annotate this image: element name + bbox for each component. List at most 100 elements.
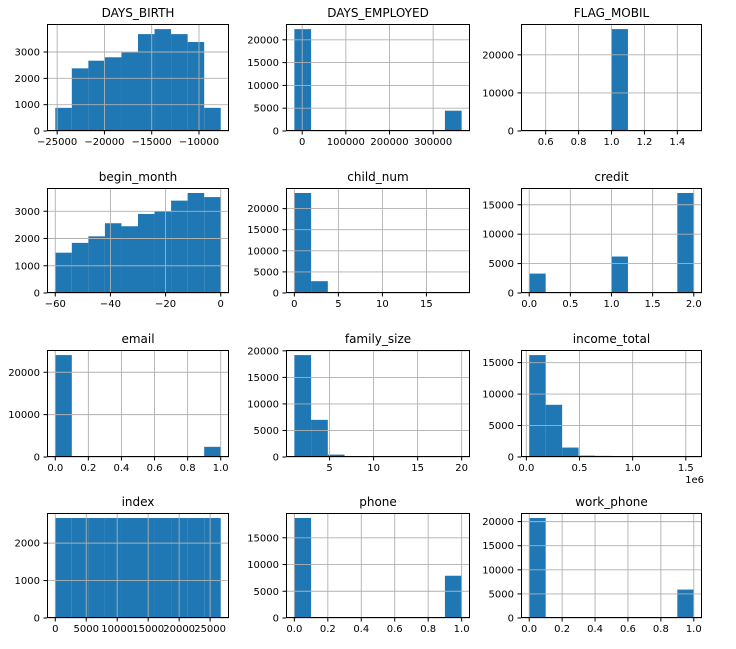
axes-frame [521,188,702,293]
histogram-bar [71,242,89,293]
y-tick-label: 5000 [489,421,514,432]
x-tick-label: 0.8 [420,624,436,635]
x-tick-label: 0.4 [587,624,603,635]
bars-group [529,355,612,457]
histogram-bar [138,213,155,293]
ticklabels-group: −25000 −20000 −15000 −10000 0 1000 2000 3000 [15,48,220,148]
x-tick-label: 15 [411,463,424,474]
y-tick-label: 10000 [247,560,279,571]
y-tick-label: 0 [273,614,279,625]
histogram-bar [529,273,546,293]
subplot-title: index [122,495,155,509]
y-tick-label: 20000 [8,368,40,379]
ticklabels-group: 0 5000 10000 15000 20000 25000 0 1000 2000 [15,539,226,635]
subplot-title: income_total [573,332,650,346]
histogram-bar [154,518,172,618]
grid-group [521,188,702,294]
axes-frame [521,513,702,618]
histogram-bar [294,193,312,293]
y-tick-label: 5000 [254,587,279,598]
y-tick-label: 10000 [482,390,514,401]
x-tick-label: 15000 [132,624,164,635]
subplot-begin-month: −60 −40 −20 0 0 1000 2000 3000 begin_month [15,170,229,310]
y-tick-label: 1000 [15,261,40,272]
subplot-phone: 0.0 0.2 0.4 0.6 0.8 1.0 0 5000 10000 15000 phone [247,495,470,635]
y-tick-label: 15000 [247,58,279,69]
x-tick-label: 10 [367,463,380,474]
x-tick-label: 0.4 [353,624,369,635]
x-tick-label: 1.0 [604,299,620,310]
x-tick-label: 1.4 [669,137,685,148]
bars-group [529,518,694,618]
y-tick-label: 10000 [482,88,514,99]
tickmarks-group [517,54,678,135]
y-tick-label: 20000 [247,204,279,215]
x-tick-label: 0.0 [286,624,302,635]
y-tick-label: 5000 [489,259,514,270]
y-tick-label: 10000 [482,565,514,576]
x-tick-label: 0.8 [571,137,587,148]
axes-frame [47,24,229,131]
y-tick-label: 0 [508,614,514,625]
tickmarks-group [43,210,222,297]
histogram-bar [611,256,628,293]
axes-frame [47,350,229,457]
histogram-bar [187,193,205,293]
subplot-title: DAYS_EMPLOYED [327,6,429,20]
histogram-bar [154,211,172,293]
y-tick-label: 3000 [15,207,40,218]
x-tick-label: 0.2 [320,624,336,635]
ticklabels-group: 0.6 0.8 1.0 1.2 1.4 0 10000 20000 [482,50,685,148]
x-tick-label: 0.2 [554,624,570,635]
grid-group [47,350,229,458]
x-tick-label: 1.5 [678,463,694,474]
subplot-title: family_size [345,332,411,346]
y-tick-label: 0 [34,127,40,138]
x-tick-label: 0 [299,137,305,148]
x-tick-label: 0.6 [538,137,554,148]
x-tick-label: 10000 [101,624,133,635]
histogram-bar [294,518,312,618]
y-tick-label: 15000 [482,541,514,552]
x-tick-label: 0.4 [113,463,129,474]
histogram-bar [55,355,72,457]
ticklabels-group: 0.0 0.2 0.4 0.6 0.8 1.0 0 5000 10000 15000 20000 [482,517,702,635]
histogram-bar [121,518,138,618]
x-tick-label: 1.2 [636,137,652,148]
histogram-bar [677,193,694,293]
x-tick-label: 0.8 [180,463,196,474]
y-tick-label: 10000 [247,399,279,410]
tickmarks-group [282,208,427,297]
y-tick-label: 1000 [15,100,40,111]
bars-group [294,29,462,131]
x-tick-label: 5 [335,299,341,310]
x-tick-label: 1.5 [645,299,661,310]
y-tick-label: 5000 [489,589,514,600]
y-tick-label: 5000 [254,104,279,115]
histogram-bar [104,223,122,293]
bars-group [55,29,221,132]
x-tick-label: 10 [376,299,389,310]
x-tick-label: 0.6 [620,624,636,635]
histogram-bar [104,518,122,618]
y-tick-label: 0 [34,614,40,625]
y-tick-label: 20000 [482,517,514,528]
axes-frame [286,188,470,293]
axes-frame [521,350,702,457]
y-tick-label: 15000 [247,533,279,544]
ticklabels-group: 0 5 10 15 0 5000 10000 15000 20000 [247,204,433,310]
y-tick-label: 10000 [8,410,40,421]
bars-group [611,29,628,132]
y-tick-label: 15000 [482,200,514,211]
histogram-bar [154,29,172,131]
x-tick-label: 0 [218,299,224,310]
x-tick-label: −15000 [132,137,172,148]
histogram-bar [562,447,579,457]
y-tick-label: 15000 [247,373,279,384]
y-tick-label: 0 [34,289,40,300]
y-tick-label: 5000 [254,426,279,437]
histogram-bar [171,34,188,131]
x-tick-label: −20 [155,299,176,310]
x-tick-label: 100000 [327,137,365,148]
